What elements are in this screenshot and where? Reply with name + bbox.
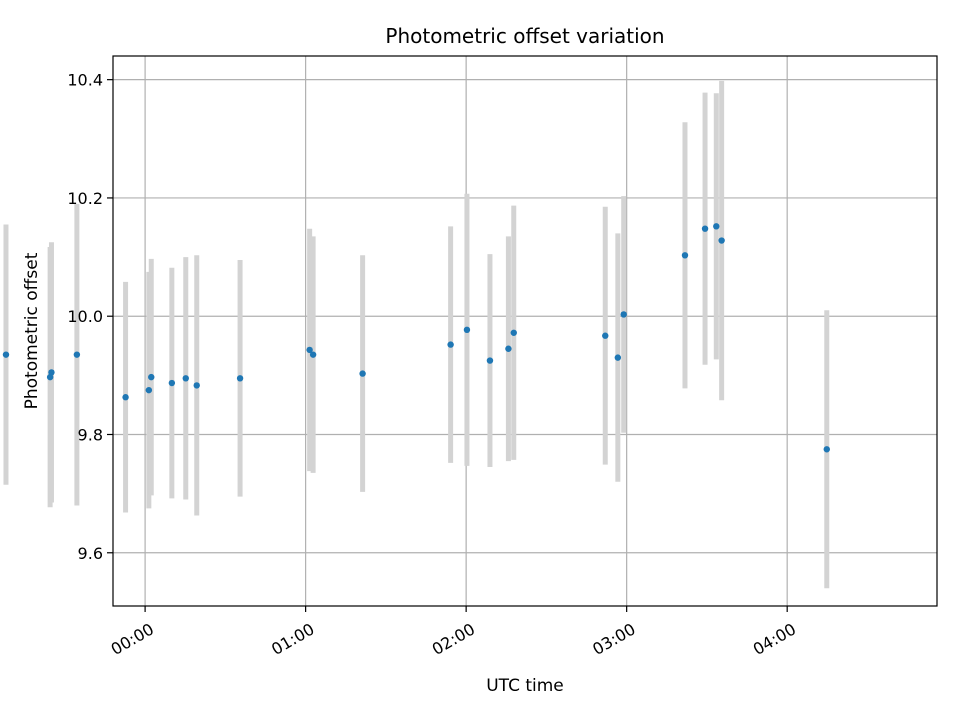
data-point [48, 369, 55, 376]
data-point [359, 370, 366, 377]
data-point [463, 326, 471, 334]
data-point [309, 351, 317, 358]
data-point [193, 382, 200, 389]
data-point [122, 394, 129, 401]
data-point [620, 311, 627, 318]
data-point [614, 354, 622, 361]
y-tick-label: 9.6 [78, 544, 103, 563]
data-point [701, 225, 709, 232]
data-point [602, 332, 609, 339]
data-points [2, 223, 830, 453]
data-point [681, 252, 689, 259]
data-point [306, 346, 313, 354]
chart-title: Photometric offset variation [385, 24, 664, 48]
data-point [236, 375, 244, 382]
data-point [823, 446, 830, 453]
y-tick-label: 10.2 [67, 189, 103, 208]
data-point [713, 223, 720, 230]
data-point [182, 375, 189, 382]
y-tick-label: 9.8 [78, 425, 103, 444]
plot-frame [112, 55, 938, 607]
grid-lines [113, 56, 937, 606]
data-point [718, 237, 725, 244]
y-tick-label: 10.0 [67, 307, 103, 326]
data-point [486, 357, 494, 364]
data-point [2, 351, 10, 358]
data-point [505, 345, 512, 352]
x-axis-label: UTC time [486, 676, 564, 696]
data-point [73, 351, 81, 358]
data-point [510, 329, 517, 336]
y-axis-label: Photometric offset [22, 252, 42, 409]
y-tick-label: 10.4 [67, 71, 103, 90]
data-point [145, 386, 153, 394]
y-axis-ticks: 9.6 9.8 10.0 10.2 10.4 [67, 71, 113, 563]
data-point [168, 379, 176, 387]
data-point [148, 373, 155, 381]
data-point [447, 341, 454, 348]
